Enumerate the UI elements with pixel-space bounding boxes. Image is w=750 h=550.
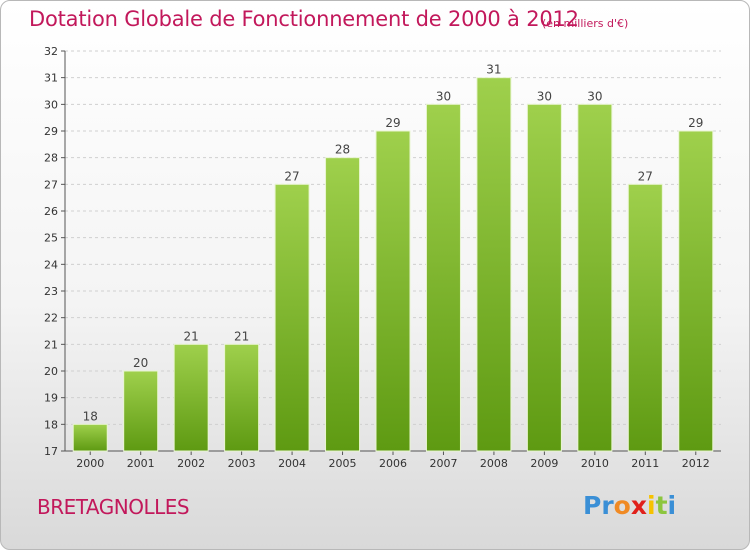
x-tick-label: 2009 xyxy=(530,457,558,470)
y-tick-label: 21 xyxy=(44,338,58,351)
bar-2003 xyxy=(224,343,260,452)
x-tick-label: 2001 xyxy=(127,457,155,470)
x-tick-label: 2012 xyxy=(682,457,710,470)
data-label: 30 xyxy=(537,89,552,103)
x-tick-label: 2004 xyxy=(278,457,306,470)
logo-letter: t xyxy=(655,491,668,520)
data-label: 18 xyxy=(83,409,98,423)
y-tick-label: 20 xyxy=(44,365,58,378)
y-tick-label: 25 xyxy=(44,232,58,245)
bars xyxy=(72,77,714,452)
data-label: 29 xyxy=(385,116,400,130)
y-tick-label: 24 xyxy=(44,258,58,271)
x-tick-label: 2003 xyxy=(228,457,256,470)
x-tick-label: 2010 xyxy=(581,457,609,470)
y-tick-label: 17 xyxy=(44,445,58,458)
data-label: 20 xyxy=(133,356,148,370)
bar-2000 xyxy=(72,423,108,452)
y-tick-label: 30 xyxy=(44,98,58,111)
y-tick-label: 23 xyxy=(44,285,58,298)
bar-2002 xyxy=(173,343,209,452)
logo-letter: i xyxy=(667,491,677,520)
data-label: 21 xyxy=(234,329,249,343)
y-tick-label: 29 xyxy=(44,125,58,138)
data-label: 29 xyxy=(688,116,703,130)
chart-title: Dotation Globale de Fonctionnement de 20… xyxy=(29,7,579,31)
logo-letter: r xyxy=(601,491,614,520)
y-tick-label: 22 xyxy=(44,312,58,325)
x-tick-label: 2011 xyxy=(631,457,659,470)
y-tick-label: 19 xyxy=(44,392,58,405)
logo-letter: P xyxy=(583,491,602,520)
bar-2001 xyxy=(123,370,159,452)
x-tick-label: 2007 xyxy=(429,457,457,470)
data-label: 27 xyxy=(638,169,653,183)
chart-unit: (en milliers d'€) xyxy=(542,17,629,30)
y-tick-label: 18 xyxy=(44,418,58,431)
data-label: 30 xyxy=(436,89,451,103)
y-tick-label: 27 xyxy=(44,178,58,191)
bar-2005 xyxy=(325,157,361,452)
commune-name: BRETAGNOLLES xyxy=(37,495,190,519)
logo-letter: i xyxy=(647,491,656,520)
data-label: 30 xyxy=(587,89,602,103)
proxiti-logo: Proxiti xyxy=(583,491,676,520)
bar-2009 xyxy=(526,103,562,452)
y-tick-label: 28 xyxy=(44,152,58,165)
bar-2011 xyxy=(627,183,663,452)
data-label: 27 xyxy=(284,169,299,183)
bar-2006 xyxy=(375,130,411,452)
data-label: 31 xyxy=(486,63,501,77)
bar-2004 xyxy=(274,183,310,452)
x-tick-label: 2002 xyxy=(177,457,205,470)
bar-2012 xyxy=(678,130,714,452)
x-tick-label: 2005 xyxy=(329,457,357,470)
y-tick-label: 26 xyxy=(44,205,58,218)
bar-2007 xyxy=(425,103,461,452)
data-labels: 18 20 21 21 27 28 29 30 31 30 30 27 29 xyxy=(83,63,704,424)
x-tick-label: 2006 xyxy=(379,457,407,470)
x-tick-label: 2008 xyxy=(480,457,508,470)
bar-2008 xyxy=(476,77,512,452)
data-label: 28 xyxy=(335,143,350,157)
logo-letter: o xyxy=(613,491,631,520)
logo-letter: x xyxy=(630,491,647,520)
x-tick-label: 2000 xyxy=(76,457,104,470)
data-label: 21 xyxy=(184,329,199,343)
y-tick-label: 31 xyxy=(44,72,58,85)
bar-2010 xyxy=(577,103,613,452)
y-tick-label: 32 xyxy=(44,45,58,58)
